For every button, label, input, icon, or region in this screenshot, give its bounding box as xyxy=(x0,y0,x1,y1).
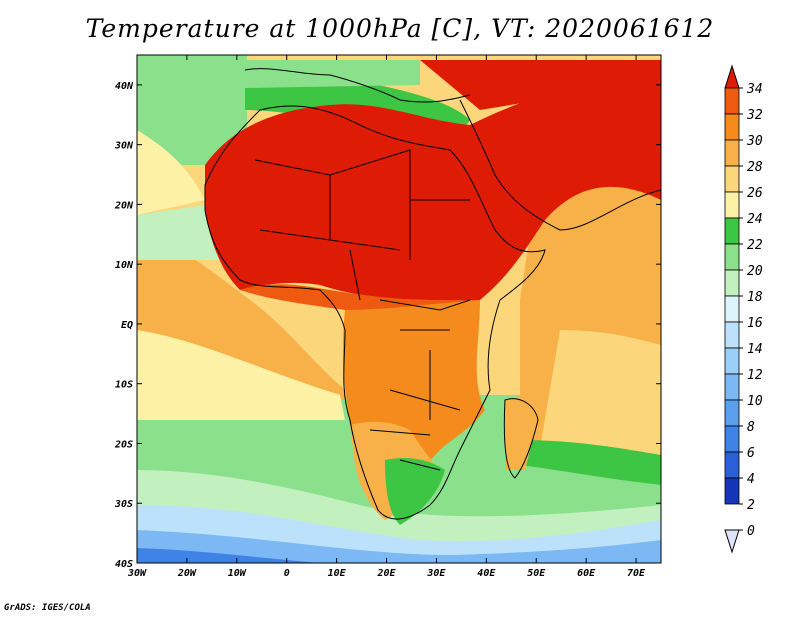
lon-tick-label: 50E xyxy=(527,568,546,579)
lat-tick-label: 40S xyxy=(115,559,133,570)
lon-tick-label: 30E xyxy=(426,568,446,579)
lat-tick-label: 40N xyxy=(115,81,134,92)
colorbar-label: 0 xyxy=(747,524,755,539)
colorbar-min-arrow xyxy=(724,529,740,554)
colorbar-label: 24 xyxy=(747,212,763,227)
colorbar-label: 12 xyxy=(747,368,763,383)
colorbar-label: 18 xyxy=(747,290,763,305)
plot-frame xyxy=(136,54,662,564)
colorbar-swatch xyxy=(724,295,740,323)
lon-tick-label: 10W xyxy=(228,568,247,579)
lon-tick-label: 70E xyxy=(627,568,646,579)
colorbar-label: 8 xyxy=(747,420,755,435)
lon-tick-label: 20E xyxy=(376,568,396,579)
colorbar-label: 16 xyxy=(747,316,763,331)
grads-credit: GrADS: IGES/COLA xyxy=(4,603,91,613)
lon-tick-label: 0 xyxy=(284,568,290,579)
lat-tick-label: 20N xyxy=(114,200,134,211)
colorbar-swatch xyxy=(724,113,740,141)
colorbar-swatch xyxy=(724,139,740,167)
lon-tick-label: 10E xyxy=(328,568,347,579)
lat-tick-label: 10N xyxy=(115,260,134,271)
colorbar-label: 30 xyxy=(746,134,763,149)
lon-tick-label: 20W xyxy=(177,568,197,579)
lat-tick-label: 30S xyxy=(114,499,133,510)
colorbar-swatch xyxy=(724,451,740,479)
colorbar-label: 32 xyxy=(746,108,763,123)
colorbar-label: 2 xyxy=(747,498,755,513)
colorbar-swatch xyxy=(724,373,740,401)
colorbar-label: 4 xyxy=(747,472,755,487)
colorbar-label: 14 xyxy=(747,342,763,357)
lat-tick-label: 30N xyxy=(114,141,134,152)
colorbar-label: 34 xyxy=(746,82,763,97)
colorbar-swatch xyxy=(724,165,740,193)
colorbar-swatch xyxy=(724,87,740,115)
lat-tick-label: 10S xyxy=(115,380,133,391)
colorbar-swatch xyxy=(724,217,740,245)
colorbar-swatch xyxy=(724,269,740,297)
colorbar-label: 20 xyxy=(747,264,763,279)
longitude-axis: 30W 20W 10W 0 10E 20E 30E 40E 50E 60E 70E xyxy=(127,55,646,579)
temperature-field xyxy=(137,55,661,563)
lat-tick-label: 20S xyxy=(114,439,133,450)
colorbar-label: 26 xyxy=(747,186,763,201)
colorbar-max-arrow xyxy=(724,64,740,89)
lon-tick-label: 60E xyxy=(577,568,596,579)
colorbar-swatch xyxy=(724,321,740,349)
map-title: Temperature at 1000hPa [C], VT: 20200616… xyxy=(85,14,715,43)
colorbar-swatch xyxy=(724,347,740,375)
colorbar-swatch xyxy=(724,477,740,505)
colorbar-swatch xyxy=(724,399,740,427)
lon-tick-label: 30W xyxy=(127,568,147,579)
colorbar-swatch xyxy=(724,243,740,271)
colorbar-swatch xyxy=(724,191,740,219)
coastlines xyxy=(204,68,661,520)
lon-tick-label: 40E xyxy=(477,568,496,579)
colorbar-label: 6 xyxy=(747,446,755,461)
colorbar-label: 10 xyxy=(747,394,763,409)
colorbar-swatch xyxy=(724,425,740,453)
colorbar-label: 28 xyxy=(747,160,763,175)
latitude-axis: 40N 30N 20N 10N EQ 10S 20S 30S 40S xyxy=(114,81,661,570)
colorbar-label: 22 xyxy=(747,238,763,253)
lat-tick-label: EQ xyxy=(121,320,133,331)
